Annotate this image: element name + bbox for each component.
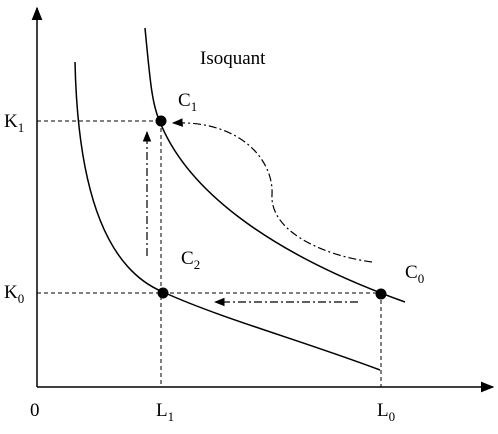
point-label: C2 [181,248,200,272]
label-part: 2 [194,257,201,272]
label-part: K [4,111,18,132]
origin-label: 0 [30,400,40,421]
label-part: 1 [168,409,175,424]
label-part: K [4,282,18,303]
point-label: C0 [405,262,424,286]
x-label: L0 [377,400,395,424]
label-part: C [178,90,191,111]
isoquant-upper [144,27,406,303]
label-part: C [181,248,194,269]
label-part: 0 [18,291,25,306]
point-c2 [157,287,169,299]
label-part: 1 [191,99,198,114]
label-part: C [405,262,418,283]
y-label: K1 [4,111,24,135]
label-part: L [156,400,168,421]
label-part: 0 [389,409,396,424]
title: Isoquant [200,48,266,69]
label-part: 0 [418,271,425,286]
label-part: L [377,400,389,421]
movement-arrows [142,118,373,307]
point-c1 [155,115,167,127]
point-c0 [375,288,387,300]
label-part: 1 [18,120,25,135]
y-label: K0 [4,282,24,306]
isoquant-lower [74,61,381,371]
guide-lines [37,120,382,387]
x-label: L1 [156,400,174,424]
point-label: C1 [178,90,197,114]
